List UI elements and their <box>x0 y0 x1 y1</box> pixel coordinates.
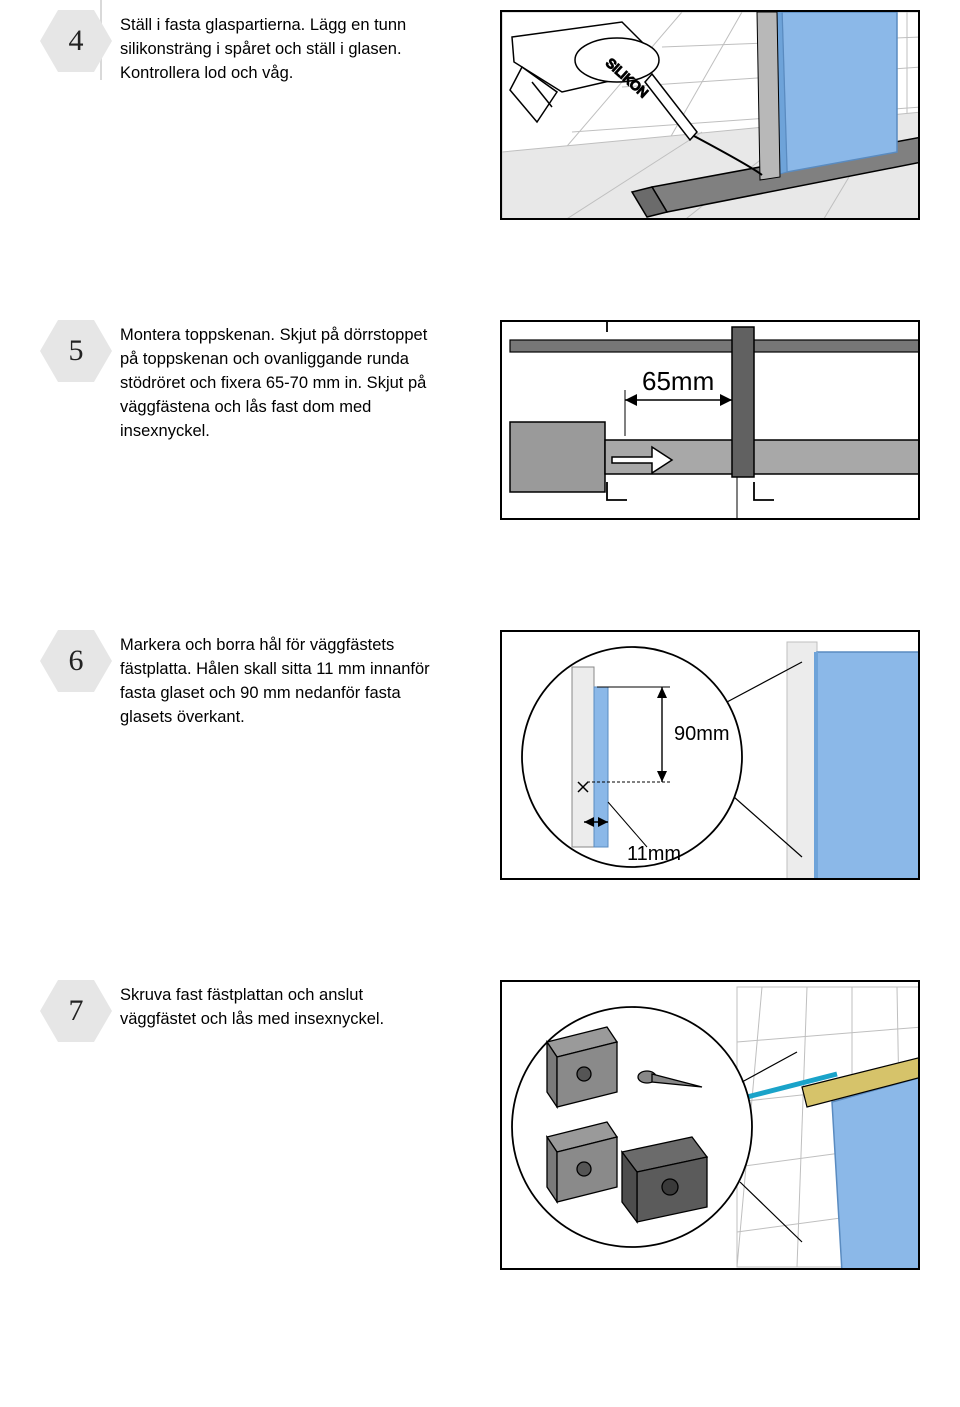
step-4: 4 Ställ i fasta glaspartierna. Lägg en t… <box>120 10 920 220</box>
step-number-hex: 5 <box>40 320 112 382</box>
step-number-hex: 7 <box>40 980 112 1042</box>
step-6-figure: 90mm 11mm <box>500 630 920 880</box>
step-7: 7 Skruva fast fästplattan och anslut väg… <box>120 980 920 1270</box>
step-6: 6 Markera och borra hål för väggfästets … <box>120 630 920 880</box>
step-text: Montera toppskenan. Skjut på dörrstoppet… <box>120 320 460 444</box>
step-number-hex: 6 <box>40 630 112 692</box>
dim-11mm: 11mm <box>627 843 681 865</box>
dim-65mm: 65mm <box>642 366 714 396</box>
step-4-figure: SILIKON <box>500 10 920 220</box>
instruction-page: 4 Ställ i fasta glaspartierna. Lägg en t… <box>0 0 960 1330</box>
step-7-figure <box>500 980 920 1270</box>
step-5-figure: 65mm <box>500 320 920 520</box>
step-number-hex: 4 <box>40 10 112 72</box>
step-text: Markera och borra hål för väggfästets fä… <box>120 630 460 730</box>
step-text: Skruva fast fästplattan och anslut väggf… <box>120 980 460 1032</box>
step-text: Ställ i fasta glaspartierna. Lägg en tun… <box>120 10 460 86</box>
dim-90mm: 90mm <box>674 723 730 745</box>
step-5: 5 Montera toppskenan. Skjut på dörrstopp… <box>120 320 920 530</box>
